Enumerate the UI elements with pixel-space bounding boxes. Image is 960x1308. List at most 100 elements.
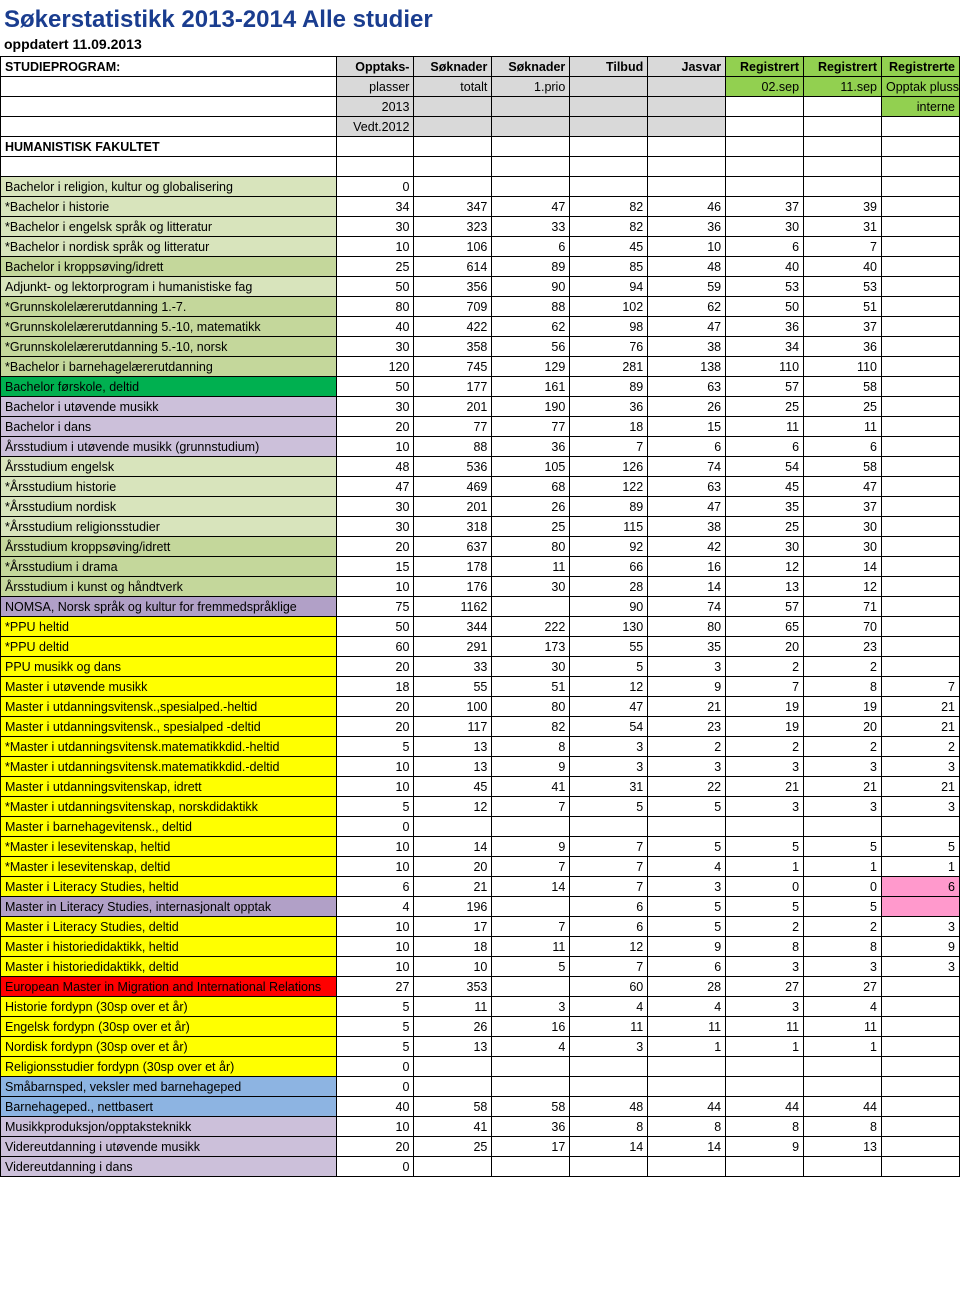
program-label: Master i historiedidaktikk, heltid xyxy=(1,937,337,957)
value-cell xyxy=(881,1157,959,1177)
value-cell: 21 xyxy=(804,777,882,797)
value-cell: Vedt.2012 xyxy=(336,117,414,137)
value-cell: 31 xyxy=(570,777,648,797)
value-cell: 120 xyxy=(336,357,414,377)
value-cell: 55 xyxy=(570,637,648,657)
value-cell: 129 xyxy=(492,357,570,377)
value-cell xyxy=(726,1077,804,1097)
value-cell: 10 xyxy=(336,857,414,877)
value-cell: 358 xyxy=(414,337,492,357)
value-cell: 50 xyxy=(726,297,804,317)
value-cell: 80 xyxy=(492,697,570,717)
program-label: *Master i utdanningsvitensk.matematikkdi… xyxy=(1,737,337,757)
value-cell xyxy=(804,1157,882,1177)
value-cell xyxy=(881,377,959,397)
program-label: Årsstudium i kunst og håndtverk xyxy=(1,577,337,597)
program-label: Historie fordypn (30sp over et år) xyxy=(1,997,337,1017)
value-cell: 35 xyxy=(726,497,804,517)
value-cell xyxy=(726,97,804,117)
value-cell: 344 xyxy=(414,617,492,637)
value-cell xyxy=(881,557,959,577)
value-cell xyxy=(881,977,959,997)
value-cell: 5 xyxy=(726,897,804,917)
program-label: *Master i utdanningsvitenskap, norskdida… xyxy=(1,797,337,817)
value-cell xyxy=(881,157,959,177)
value-cell xyxy=(570,1077,648,1097)
value-cell: 1 xyxy=(804,1037,882,1057)
value-cell: 2 xyxy=(726,657,804,677)
value-cell xyxy=(648,1077,726,1097)
value-cell: 11 xyxy=(726,1017,804,1037)
value-cell: 7 xyxy=(804,237,882,257)
value-cell xyxy=(881,577,959,597)
value-cell xyxy=(726,817,804,837)
program-label: *Master i lesevitenskap, deltid xyxy=(1,857,337,877)
value-cell: 41 xyxy=(492,777,570,797)
value-cell: 47 xyxy=(648,497,726,517)
value-cell: 45 xyxy=(726,477,804,497)
value-cell xyxy=(881,197,959,217)
value-cell: 15 xyxy=(336,557,414,577)
program-label: *Master i utdanningsvitensk.matematikkdi… xyxy=(1,757,337,777)
program-label: *Årsstudium religionsstudier xyxy=(1,517,337,537)
value-cell: 2 xyxy=(648,737,726,757)
value-cell: 74 xyxy=(648,597,726,617)
value-cell xyxy=(492,977,570,997)
program-label: Småbarnsped, veksler med barnehageped xyxy=(1,1077,337,1097)
value-cell: 82 xyxy=(492,717,570,737)
value-cell: 53 xyxy=(726,277,804,297)
value-cell: 30 xyxy=(336,217,414,237)
value-cell: 48 xyxy=(648,257,726,277)
value-cell: 7 xyxy=(492,797,570,817)
value-cell xyxy=(881,277,959,297)
value-cell: 46 xyxy=(648,197,726,217)
value-cell: 11 xyxy=(726,417,804,437)
value-cell xyxy=(414,137,492,157)
value-cell: 28 xyxy=(570,577,648,597)
program-label: *Grunnskolelærerutdanning 5.-10, norsk xyxy=(1,337,337,357)
value-cell xyxy=(881,1017,959,1037)
value-cell: 6 xyxy=(570,897,648,917)
value-cell: 2 xyxy=(804,917,882,937)
value-cell: 82 xyxy=(570,197,648,217)
value-cell: 13 xyxy=(414,1037,492,1057)
value-cell: 6 xyxy=(648,957,726,977)
value-cell: 26 xyxy=(648,397,726,417)
value-cell xyxy=(881,357,959,377)
value-cell xyxy=(881,297,959,317)
value-cell: 14 xyxy=(648,577,726,597)
value-cell: 25 xyxy=(804,397,882,417)
value-cell: 41 xyxy=(414,1117,492,1137)
value-cell: 1 xyxy=(881,857,959,877)
value-cell: 13 xyxy=(804,1137,882,1157)
value-cell xyxy=(492,897,570,917)
program-label: Master i utdanningsvitensk., spesialped … xyxy=(1,717,337,737)
value-cell: 9 xyxy=(492,837,570,857)
value-cell: 13 xyxy=(414,757,492,777)
value-cell: 138 xyxy=(648,357,726,377)
value-cell: 54 xyxy=(726,457,804,477)
value-cell: 58 xyxy=(804,457,882,477)
value-cell xyxy=(881,177,959,197)
value-cell: 6 xyxy=(336,877,414,897)
value-cell: 100 xyxy=(414,697,492,717)
value-cell: 1162 xyxy=(414,597,492,617)
value-cell: 59 xyxy=(648,277,726,297)
value-cell: 12 xyxy=(726,557,804,577)
value-cell: 4 xyxy=(570,997,648,1017)
program-label: Nordisk fordypn (30sp over et år) xyxy=(1,1037,337,1057)
value-cell: 44 xyxy=(804,1097,882,1117)
label-cell xyxy=(1,117,337,137)
value-cell: 10 xyxy=(336,917,414,937)
value-cell: 30 xyxy=(336,497,414,517)
value-cell: 12 xyxy=(570,677,648,697)
value-cell: 60 xyxy=(570,977,648,997)
program-label: *Bachelor i historie xyxy=(1,197,337,217)
value-cell: 74 xyxy=(648,457,726,477)
value-cell: 122 xyxy=(570,477,648,497)
value-cell xyxy=(881,1077,959,1097)
value-cell: 27 xyxy=(726,977,804,997)
value-cell: 25 xyxy=(492,517,570,537)
value-cell: 20 xyxy=(336,537,414,557)
value-cell: 5 xyxy=(492,957,570,977)
